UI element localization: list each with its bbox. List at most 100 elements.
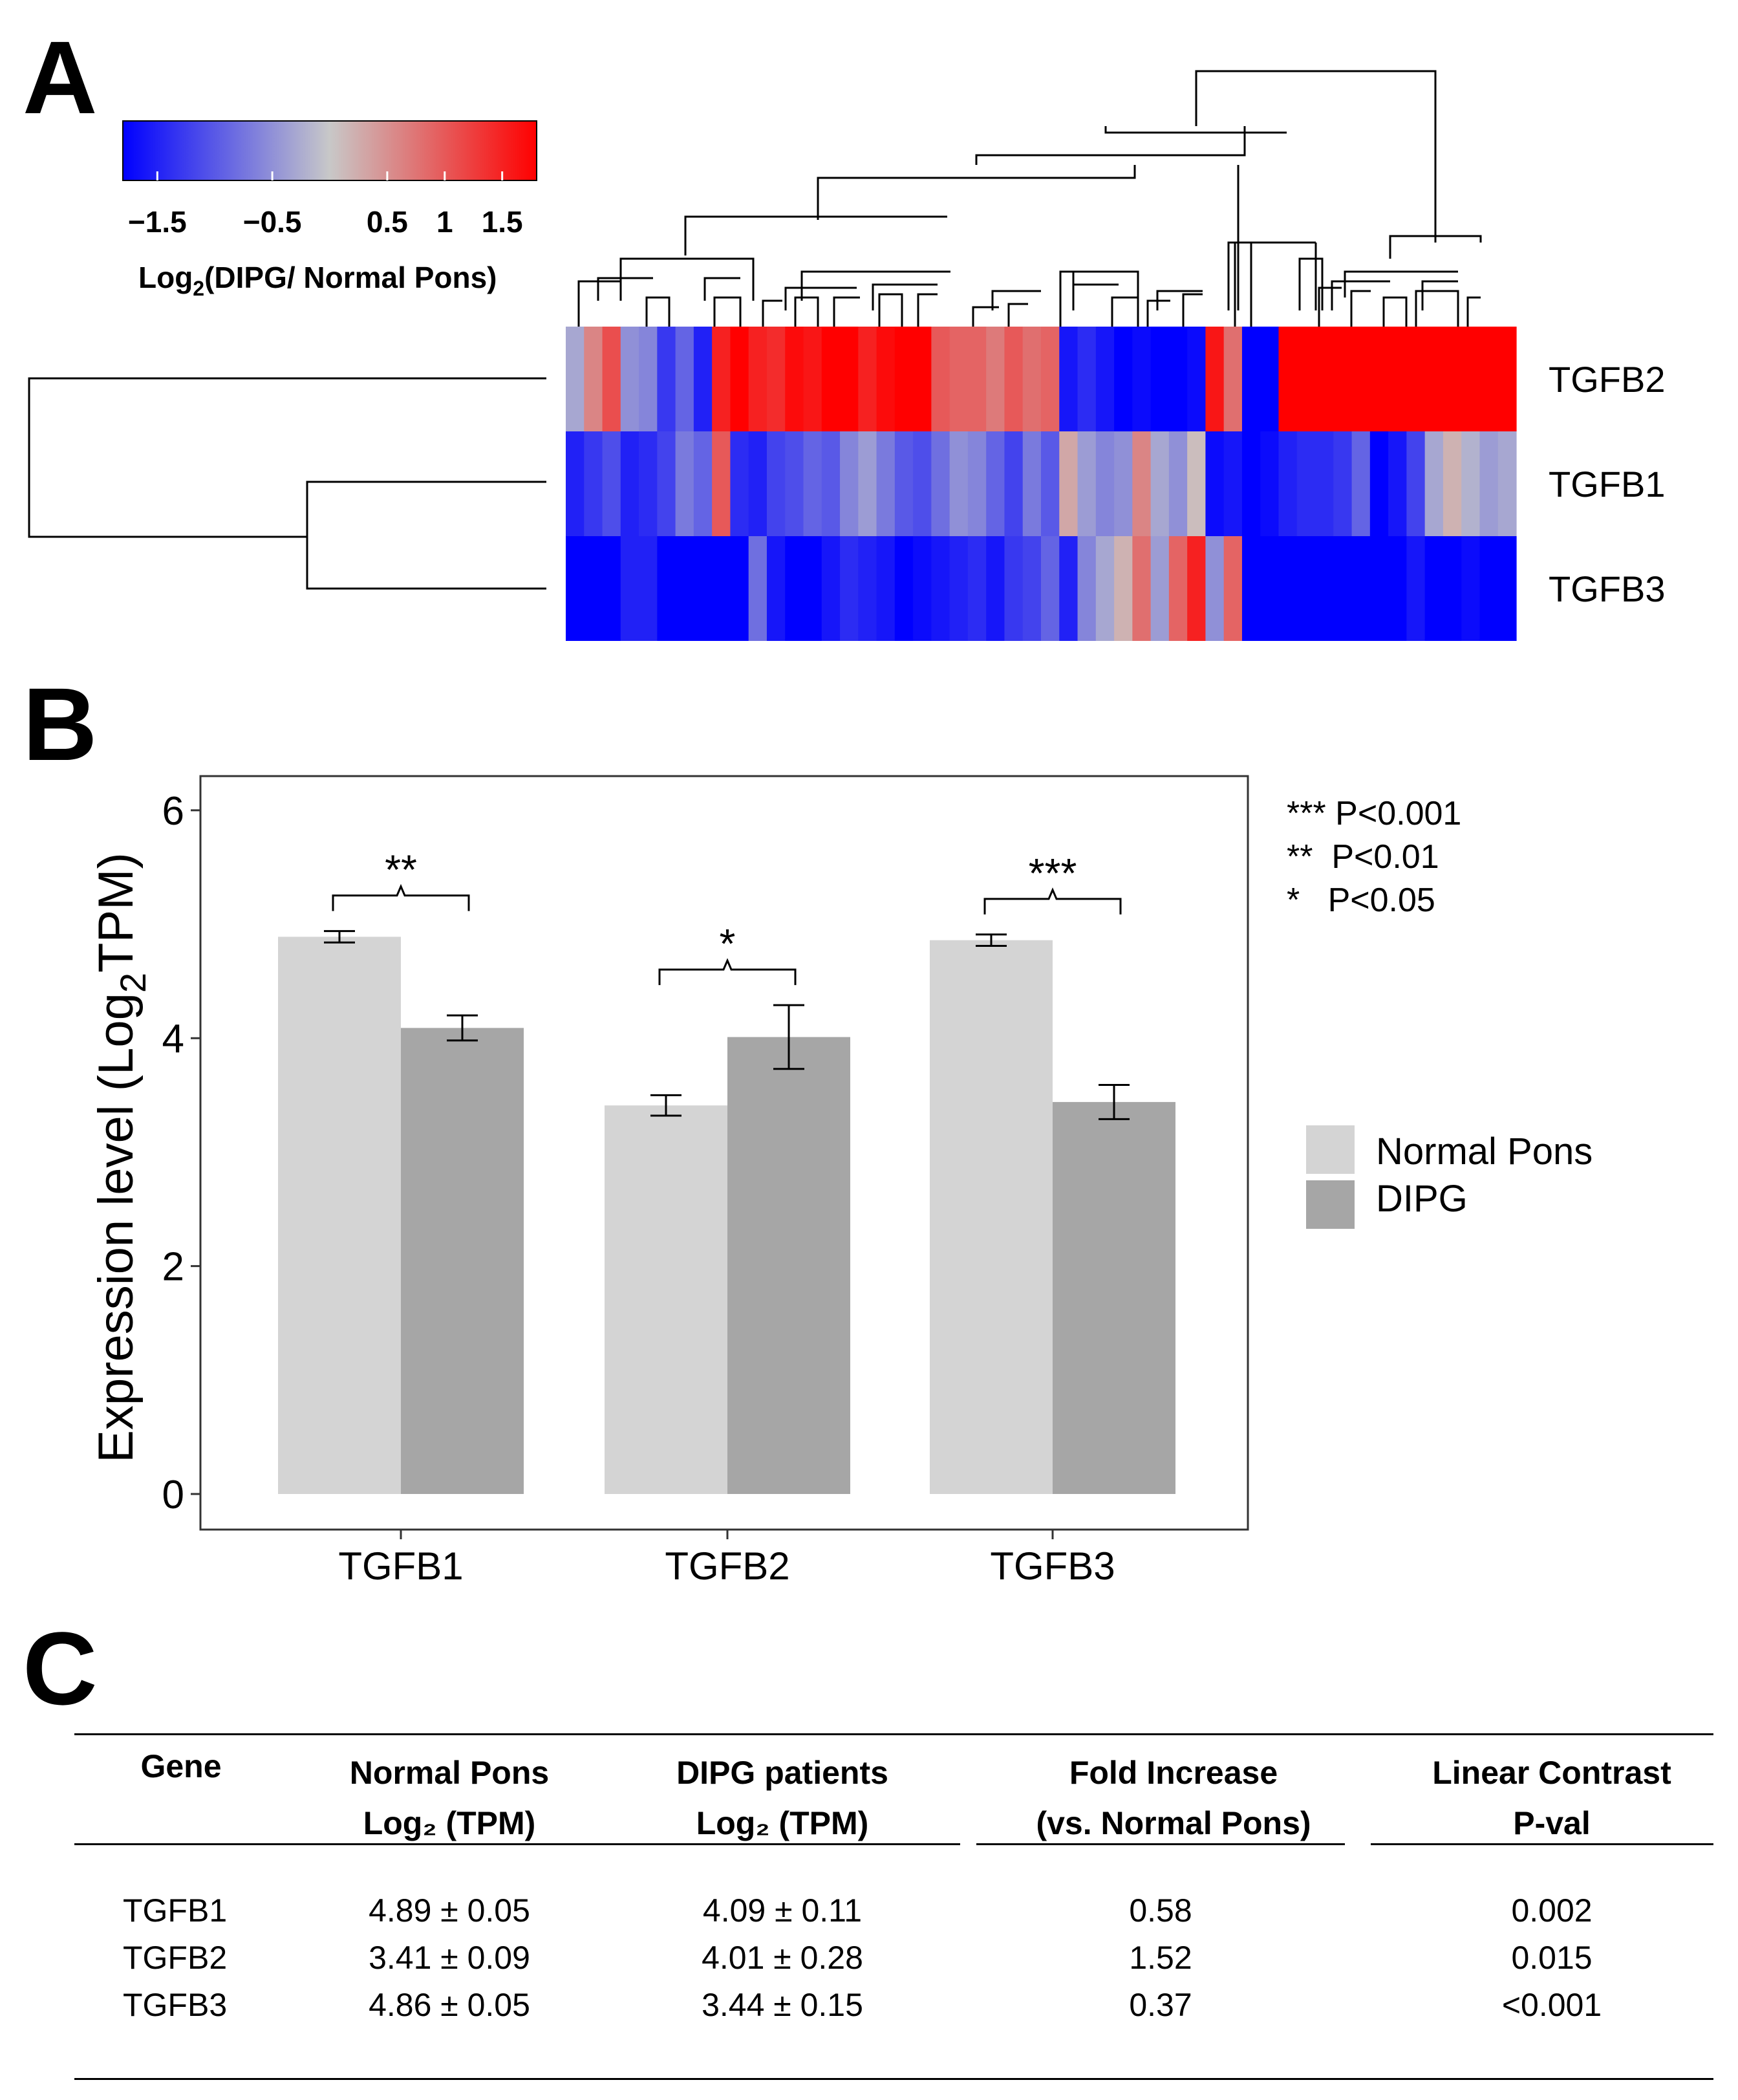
legend-label-dipg: DIPG [1376,1178,1468,1220]
y-axis-label: Expression level (Log2TPM) [89,852,153,1463]
heatmap-cell [1443,431,1462,536]
heatmap-cell [931,536,950,641]
heatmap-cell [1351,536,1371,641]
heatmap-cell [840,536,859,641]
heatmap-cell [1168,431,1188,536]
heatmap-cell [1497,431,1517,536]
heatmap-cell [913,327,932,431]
heatmap-cell [639,431,658,536]
heatmap-cell [1114,327,1133,431]
heatmap-cell [748,536,767,641]
heatmap-cell [1461,431,1481,536]
heatmap-cell [1497,327,1517,431]
heatmap-cell [1205,327,1225,431]
heatmap-cell [840,327,859,431]
bar [1053,1101,1175,1494]
heatmap-cell [986,327,1005,431]
panel-label-a: A [23,19,98,135]
heatmap-cell [566,536,585,641]
heatmap-cell [1424,536,1444,641]
heatmap-cell [1223,431,1243,536]
heatmap-cell [1004,431,1024,536]
heatmap-cell [730,536,749,641]
heatmap-cell [766,431,786,536]
bar-series [278,936,1175,1494]
heatmap-cell [1479,327,1499,431]
heatmap-cell [1479,536,1499,641]
heatmap-cell [821,431,841,536]
heatmap-cell [1022,536,1042,641]
heatmap-cell [1424,431,1444,536]
y-tick-label: 0 [162,1473,184,1517]
table-header-fold: Fold Increase (vs. Normal Pons) [1036,1755,1311,1841]
significance-brackets: ****** [332,847,1122,986]
heatmap-cell [986,431,1005,536]
heatmap-row-label: TGFB3 [1549,568,1665,609]
heatmap-cell [657,536,676,641]
heatmap-cell [858,431,877,536]
heatmap-cell [1461,327,1481,431]
heatmap-cell [1351,327,1371,431]
heatmap-cell [1351,431,1371,536]
heatmap-cell [785,327,804,431]
heatmap-cell [602,431,621,536]
heatmap-cell [1388,431,1407,536]
heatmap-cell [876,536,896,641]
cell-fold: 1.52 [1129,1940,1192,1976]
table-mid-rule-2 [976,1843,1345,1845]
heatmap-cell [1443,536,1462,641]
heatmap-cell [712,536,731,641]
bar [278,936,401,1494]
cell-fold: 0.37 [1129,1987,1192,2023]
heatmap-cell [1004,327,1024,431]
colorbar-gradient [122,120,537,181]
heatmap-cell [730,327,749,431]
heatmap-cell [620,327,639,431]
cell-normal: 4.89 ± 0.05 [369,1892,530,1929]
heatmap-cell [894,327,914,431]
series-legend: Normal Pons DIPG [1306,1125,1593,1229]
heatmap-cell [1022,431,1042,536]
colorbar-tick-label: −1.5 [128,205,187,239]
heatmap-cell [1479,431,1499,536]
column-dendrogram [577,70,1482,327]
heatmap-cell [1059,327,1078,431]
heatmap-cell [949,536,969,641]
heatmap-cell [931,327,950,431]
heatmap-cell [967,536,987,641]
heatmap-cell [675,327,694,431]
heatmap-cell [785,431,804,536]
heatmap-cell [1205,536,1225,641]
table-mid-rule-3 [1371,1843,1713,1845]
heatmap-cell [1369,327,1389,431]
heatmap-cell [748,327,767,431]
heatmap-cell [1168,536,1188,641]
heatmap-cell [1059,536,1078,641]
panel-label-c: C [23,1610,98,1726]
heatmap-cell [876,327,896,431]
legend-swatch-normal-pons [1306,1125,1355,1174]
table-bottom-rule [74,2078,1713,2080]
y-axis: 0 2 4 6 [162,789,200,1517]
heatmap-cell [1315,327,1334,431]
heatmap-cell [620,536,639,641]
heatmap-cell [1095,327,1115,431]
heatmap-cell [657,431,676,536]
heatmap-cell [821,327,841,431]
heatmap-cell [858,327,877,431]
heatmap-cell [1406,431,1426,536]
x-tick-label: TGFB3 [990,1544,1115,1588]
table-header-gene: Gene [140,1748,222,1784]
heatmap-cell [1223,536,1243,641]
heatmap-cell [803,431,822,536]
colorbar-label: Log2(DIPG/ Normal Pons) [138,261,497,300]
heatmap-row-label: TGFB2 [1549,359,1665,400]
heatmap-cell [1022,327,1042,431]
cell-gene: TGFB2 [123,1940,228,1976]
heatmap-cell [1278,431,1298,536]
heatmap-cell [1223,327,1243,431]
heatmap-cell [1132,327,1152,431]
colorbar-tick-label: −0.5 [243,205,302,239]
heatmap-cell [693,327,713,431]
heatmap-cell [1077,536,1097,641]
